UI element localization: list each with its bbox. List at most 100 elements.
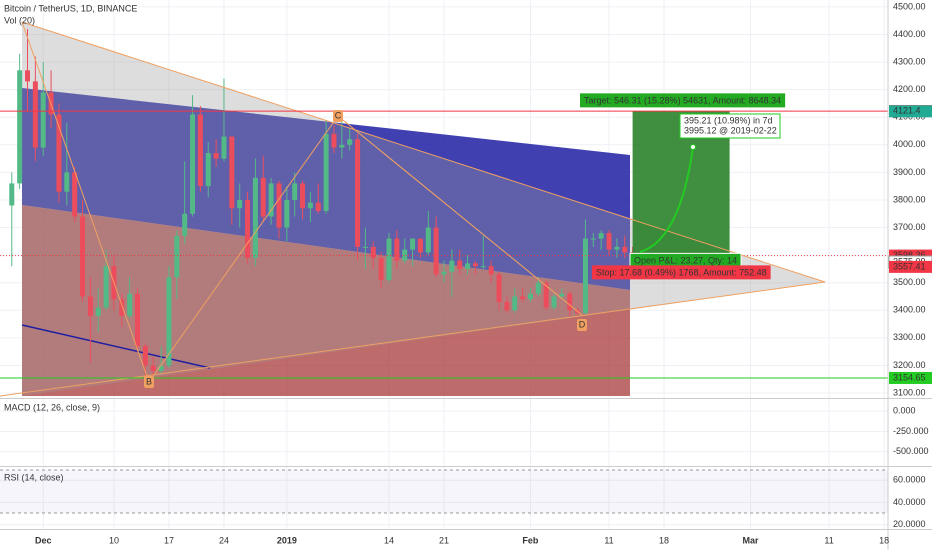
candle-body [433, 227, 439, 275]
y-tick-label: 60.0000 [893, 475, 926, 485]
projection-box [679, 113, 781, 139]
candle-body [252, 177, 258, 258]
price-marker: 3557.41 [893, 261, 926, 271]
candle-body [378, 257, 384, 280]
y-tick-label: 0.000 [893, 406, 916, 416]
channel-red [22, 205, 630, 396]
candle-body [480, 266, 486, 268]
y-tick-label: 3300.00 [893, 332, 926, 342]
candle-body [95, 307, 101, 316]
x-tick-label: 18 [659, 535, 669, 545]
x-tick-label: 17 [164, 535, 174, 545]
triangle-top [21, 21, 826, 283]
candle-body [80, 216, 86, 297]
candle-body [543, 282, 549, 308]
y-tick-label: -500.000 [893, 446, 929, 456]
pattern-point: B [146, 376, 152, 386]
candle-body [32, 81, 38, 148]
x-tick-label: 24 [219, 535, 229, 545]
candle-body [315, 202, 321, 211]
candle-body [520, 296, 526, 300]
candle-body [142, 346, 148, 366]
candle-body [598, 233, 604, 239]
y-tick-label: 3900.00 [893, 167, 926, 177]
price-marker-bg [889, 260, 932, 273]
chart-title: Bitcoin / TetherUS, 1D, BINANCE [4, 3, 137, 13]
candle-body [370, 246, 376, 258]
triangle-bottom [0, 281, 826, 397]
candle-body [197, 114, 203, 187]
candle-body [292, 183, 298, 200]
candle-body [323, 133, 329, 211]
projection-point [690, 144, 696, 150]
x-tick-label: Mar [742, 535, 759, 545]
candle-body [245, 199, 251, 258]
candle-body [394, 238, 400, 261]
candle-body [567, 293, 573, 311]
candle-body [237, 199, 243, 209]
rsi-band-fill [0, 470, 888, 513]
candle-body [472, 263, 478, 267]
y-tick-label: 3500.00 [893, 277, 926, 287]
candle-body [582, 238, 588, 314]
y-tick-label: 3800.00 [893, 194, 926, 204]
x-tick-label: 2019 [277, 535, 297, 545]
price-marker: 4121.4 [893, 106, 921, 116]
price-marker-bg [889, 371, 932, 384]
candle-body [410, 238, 416, 250]
candle-body [300, 183, 306, 209]
candle-body [622, 246, 628, 253]
candle-body [417, 238, 423, 253]
open-pnl-label: Open P&L: 23.27, Qty: 14 [634, 255, 737, 265]
y-tick-label: 3700.00 [893, 222, 926, 232]
candle-body [386, 238, 392, 280]
candle-body [606, 233, 612, 250]
candle-body [402, 249, 408, 261]
candle-body [174, 235, 180, 278]
candle-body [355, 139, 361, 247]
candle-body [221, 136, 227, 159]
candle-body [496, 274, 502, 303]
candle-body [457, 260, 463, 269]
candle-body [425, 227, 431, 253]
triangle-fill [22, 22, 825, 396]
x-tick-label: 18 [879, 535, 889, 545]
candle-body [103, 266, 109, 308]
drawings-front [0, 21, 888, 397]
candle-body [449, 260, 455, 272]
candle-body [87, 296, 93, 316]
x-tick-label: 10 [109, 535, 119, 545]
candle-body [260, 177, 266, 217]
candle-body [205, 153, 211, 187]
x-tick-label: 11 [604, 535, 613, 545]
candle-body [150, 365, 156, 371]
projection-detail: 3995.12 @ 2019-02-22 [684, 125, 777, 135]
candle-body [465, 263, 471, 269]
candle-body [347, 139, 353, 145]
price-marker-bg [889, 105, 932, 118]
candle-body [56, 114, 62, 192]
x-tick-label: Feb [522, 535, 539, 545]
x-tick-label: 14 [384, 535, 394, 545]
y-tick-label: -250.000 [893, 426, 929, 436]
candle-body [190, 114, 196, 214]
candle-body [135, 293, 141, 347]
candle-body [276, 183, 282, 228]
candle-body [559, 293, 565, 297]
y-tick-label: 4200.00 [893, 84, 926, 94]
stop-label: Stop: 17.68 (0.49%) 1768, Amount: 752.48 [596, 267, 767, 277]
candle-body [551, 296, 557, 308]
y-tick-label: 3100.00 [893, 387, 926, 397]
candle-body [488, 266, 494, 275]
price-marker: 3598.36 [893, 250, 926, 260]
candle-body [339, 144, 345, 148]
macd-label: MACD (12, 26, close, 9) [4, 402, 100, 412]
candle-body [17, 70, 23, 184]
candle-body [362, 246, 368, 248]
stop-label-bg [592, 265, 771, 280]
candle-body [72, 172, 78, 217]
candle-body [527, 293, 533, 300]
x-tick-label: 11 [824, 535, 833, 545]
candle-body [614, 246, 620, 250]
